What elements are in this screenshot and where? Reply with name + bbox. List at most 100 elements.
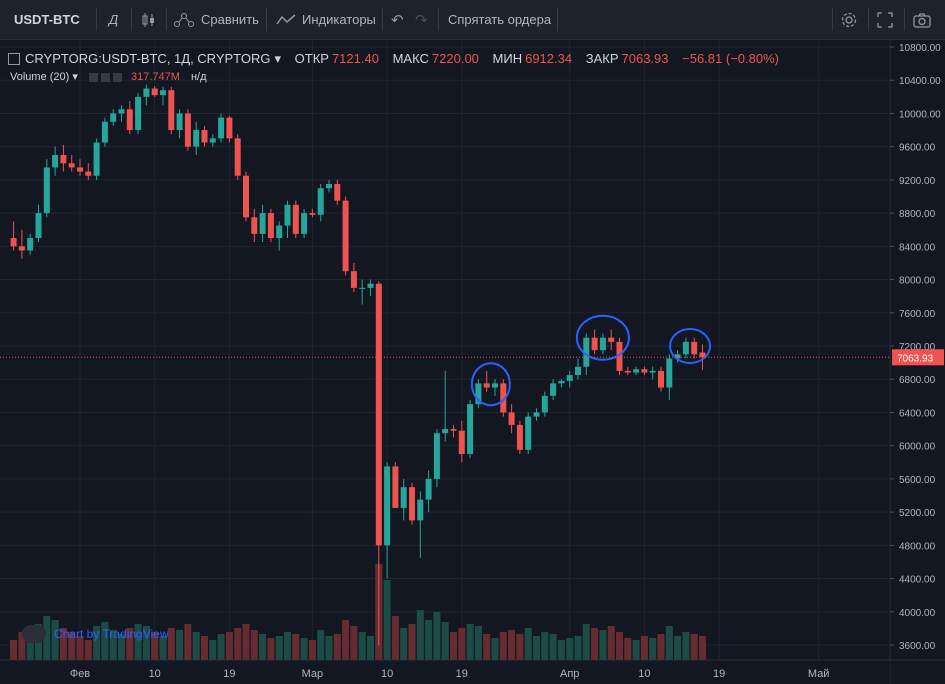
time-tick-label: 10 [149, 668, 161, 680]
candle-body [483, 383, 490, 388]
undo-button[interactable]: ↶ [391, 0, 404, 39]
volume-bar [391, 616, 399, 660]
volume-bar [450, 632, 457, 660]
settings-button[interactable] [840, 0, 858, 39]
compare-button[interactable]: Сравнить [173, 0, 259, 39]
series-title[interactable]: CRYPTORG:USDT-BTC, 1Д, CRYPTORG [25, 51, 271, 66]
volume-bar [101, 622, 109, 660]
volume-settings-button[interactable] [100, 72, 110, 82]
volume-bar [292, 634, 300, 660]
candle-body [334, 184, 341, 201]
volume-study-label[interactable]: Volume (20) [10, 71, 70, 83]
fullscreen-button[interactable] [876, 0, 894, 39]
price-tick-label: 7200.00 [899, 342, 936, 353]
candle-body [43, 167, 50, 214]
candle-body [118, 109, 125, 114]
redo-button[interactable]: ↷ [415, 0, 428, 39]
volume-bar [533, 636, 540, 660]
volume-bar [458, 628, 466, 660]
candles [10, 84, 706, 645]
fullscreen-icon [877, 11, 893, 28]
volume-bar [524, 628, 532, 660]
tradingview-watermark[interactable]: Chart by TradingView [22, 625, 169, 643]
time-tick-label: 19 [713, 668, 725, 680]
time-tick-label: 19 [456, 668, 468, 680]
candle-body [599, 337, 606, 351]
open-value: 7121.40 [331, 51, 379, 66]
volume-bar [516, 634, 524, 660]
candle-body [218, 117, 225, 139]
volume-bar [126, 628, 134, 660]
annotation-circle [669, 328, 712, 364]
volume-bar [225, 632, 233, 660]
collapse-legend-button[interactable] [8, 52, 20, 65]
candle-body [624, 370, 631, 373]
gear-icon [841, 12, 857, 27]
candle-body [367, 283, 374, 288]
symbol-label: USDT-BTC [14, 12, 80, 27]
candle-body [682, 341, 689, 355]
indicators-button[interactable]: Индикаторы [276, 0, 376, 39]
candle-body [326, 184, 332, 189]
candle-body [168, 90, 175, 131]
volume-bar [566, 638, 574, 660]
candlestick-chart[interactable]: 3600.00 4000.00 4400.00 4800.00 5200.00 5600.… [0, 40, 945, 684]
volume-bar [109, 630, 117, 660]
volume-bar [416, 610, 424, 660]
volume-bar [574, 636, 582, 660]
price-tick-label: 9200.00 [899, 176, 936, 187]
candle-body [475, 383, 482, 405]
price-tick-label: 3600.00 [899, 641, 936, 652]
candle-body [458, 430, 465, 454]
volume-bar [51, 620, 59, 660]
candle-body [467, 404, 474, 454]
volume-bar [234, 628, 242, 660]
volume-visibility-button[interactable] [88, 72, 98, 82]
candle-body [500, 383, 507, 413]
volume-bar [93, 626, 101, 660]
volume-bar [118, 634, 125, 660]
time-tick-label: Фев [70, 668, 90, 680]
volume-bar [657, 634, 665, 660]
candle-body [85, 171, 92, 176]
price-tick-label: 7600.00 [899, 309, 936, 320]
volume-legend: Volume (20) ▾ 317.747M н/д [10, 70, 207, 83]
hide-orders-label: Спрятать ордера [448, 12, 552, 27]
volume-bar [425, 620, 433, 660]
volume-bar [184, 624, 192, 660]
time-tick-label: 10 [638, 668, 650, 680]
volume-bar [284, 632, 291, 660]
symbol-search-button[interactable]: USDT-BTC [14, 0, 80, 39]
candle-body [234, 138, 241, 176]
time-tick-label: Апр [560, 668, 579, 680]
volume-bar [699, 636, 706, 660]
time-tick-label: Мар [302, 668, 324, 680]
volume-bar [43, 616, 51, 660]
tradingview-logo-icon [22, 625, 46, 643]
open-label: ОТКР [294, 51, 329, 66]
volume-bar [682, 632, 690, 660]
candle-body [209, 138, 216, 143]
candle-body [35, 213, 42, 239]
volume-bar [267, 638, 275, 660]
candle-body [77, 167, 83, 172]
candle-body [301, 213, 308, 234]
snapshot-button[interactable] [912, 0, 932, 39]
volume-bar [151, 632, 159, 660]
hide-orders-button[interactable]: Спрятать ордера [448, 0, 551, 39]
interval-button[interactable]: Д [109, 0, 118, 39]
candle-body [226, 117, 233, 139]
volume-menu-icon[interactable]: ▾ [72, 71, 78, 83]
toolbar-divider [868, 8, 869, 31]
candle-body [533, 412, 540, 417]
candle-body [193, 130, 200, 147]
volume-bar [499, 632, 507, 660]
price-tick-label: 8000.00 [899, 276, 936, 287]
candle-body [384, 466, 391, 546]
price-tick-label: 8800.00 [899, 209, 936, 220]
volume-bar [474, 626, 482, 660]
volume-remove-button[interactable] [112, 72, 122, 82]
candle-body [591, 337, 598, 351]
series-menu-icon[interactable]: ▾ [274, 51, 282, 66]
chart-style-button[interactable] [140, 0, 158, 39]
